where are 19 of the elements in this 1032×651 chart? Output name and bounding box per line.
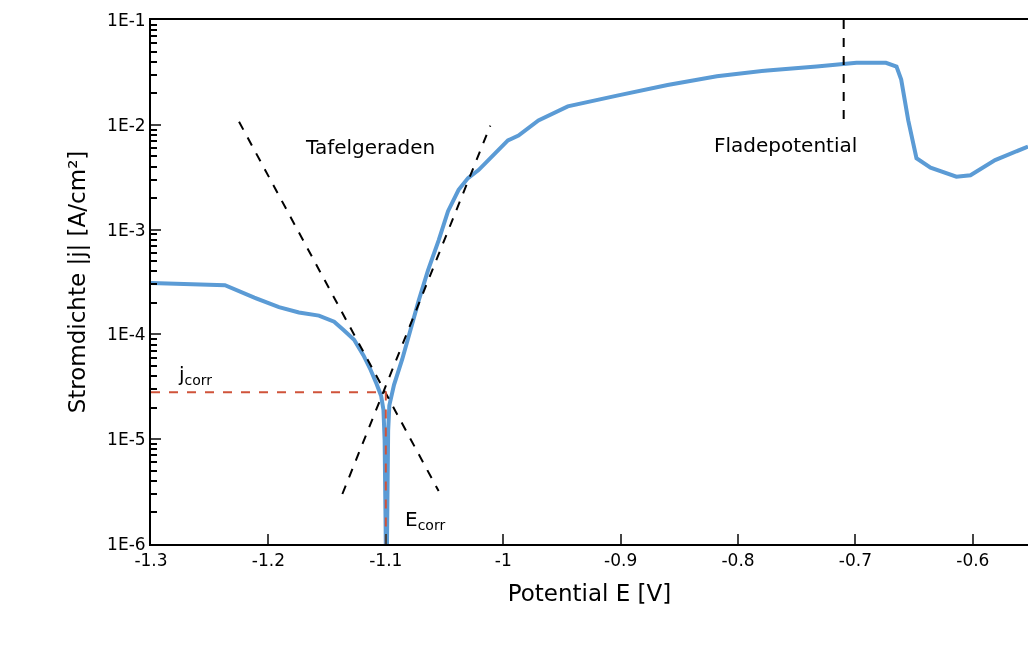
annotation: Tafelgeraden (305, 135, 436, 159)
x-tick-label: -1.2 (251, 550, 285, 571)
y-tick-label: 1E-5 (107, 429, 146, 450)
x-tick-label: -0.9 (604, 550, 638, 571)
line-series (151, 60, 1028, 544)
annotation: Fladepotential (714, 133, 858, 157)
x-tick-label: -0.6 (956, 550, 990, 571)
y-tick-label: 1E-2 (107, 114, 146, 135)
annotation: E$_{corr}$ (405, 507, 446, 534)
x-tick-label: -1 (494, 550, 512, 571)
y-tick-label: 1E-4 (107, 324, 146, 345)
x-tick-label: -0.7 (838, 550, 873, 571)
y-tick-label: 1E-1 (107, 9, 146, 30)
x-tick-label: -0.8 (721, 550, 755, 571)
annotation: j$_{corr}$ (178, 362, 213, 389)
x-tick-label: -1.1 (369, 550, 403, 571)
y-axis-title: Stromdichte |j| [A/cm²] (64, 150, 91, 414)
y-tick-label: 1E-3 (107, 219, 146, 240)
x-axis-title: Potential E [V] (507, 579, 672, 606)
